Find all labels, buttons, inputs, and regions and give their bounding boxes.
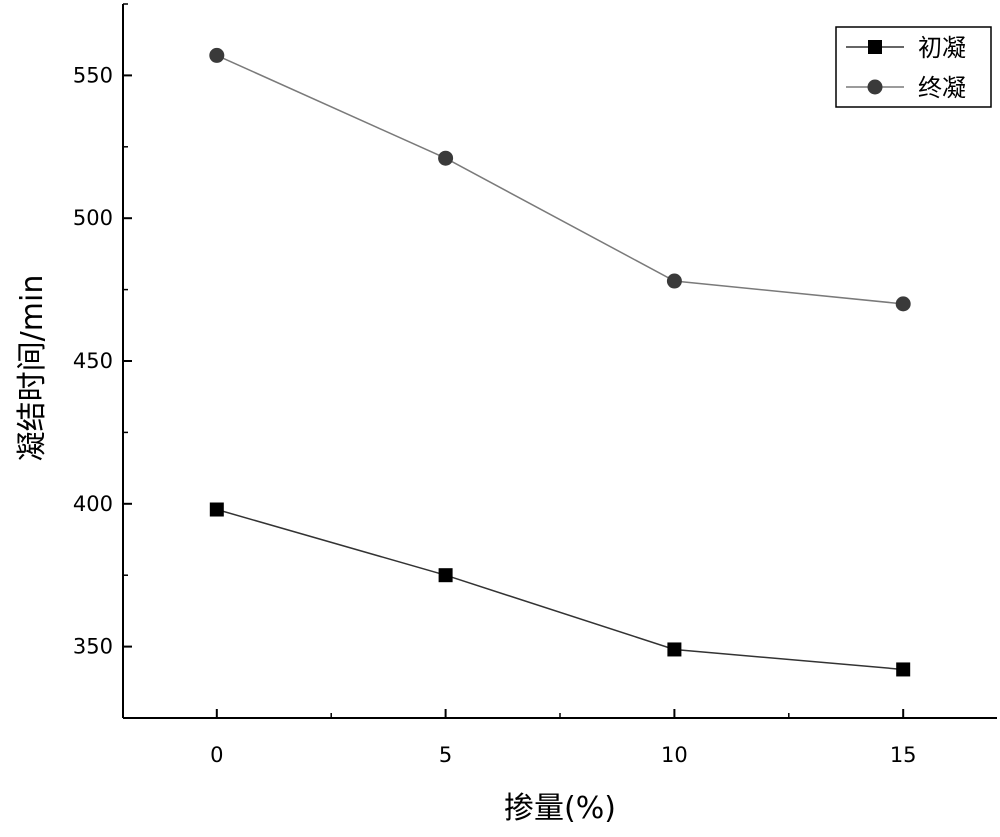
legend-marker-2 [867,79,883,95]
series-line-1 [216,508,904,671]
x-tick-label: 10 [661,743,688,767]
data-point-series-2 [895,296,911,312]
legend-box [835,26,992,108]
legend-label-1: 初凝 [918,34,966,62]
data-point-series-1 [896,662,911,677]
series-lines [216,54,904,671]
y-tick-label: 400 [73,492,113,516]
legend-label-2: 终凝 [918,74,966,102]
y-tick-label: 350 [73,635,113,659]
axes [122,4,997,719]
data-point-series-2 [666,273,682,289]
data-point-series-2 [438,150,454,166]
data-point-series-1 [209,502,224,517]
data-point-series-1 [667,642,682,657]
data-point-series-2 [209,47,225,63]
series-markers [209,47,911,677]
x-tick-label: 0 [210,743,223,767]
y-tick-label: 450 [73,349,113,373]
data-point-series-1 [438,568,453,583]
ticks: 350 400 450 500 550 0 5 10 15 [73,3,917,767]
x-axis-title: 掺量(%) [504,791,616,826]
legend-marker-1 [868,40,882,54]
series-line-2 [216,54,904,305]
y-tick-label: 550 [73,63,113,87]
y-axis-title: 凝结时间/min [15,275,50,462]
x-tick-label: 15 [890,743,917,767]
y-tick-label: 500 [73,206,113,230]
x-tick-label: 5 [439,743,452,767]
